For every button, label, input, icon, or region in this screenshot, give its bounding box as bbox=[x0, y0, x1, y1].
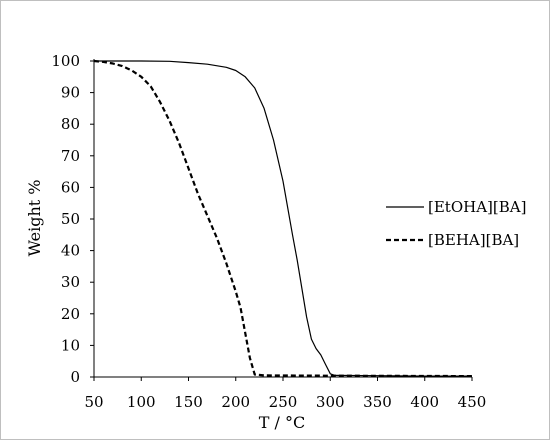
x-tick-label: 200 bbox=[221, 393, 250, 411]
y-tick-label: 30 bbox=[61, 273, 80, 291]
series-line-2 bbox=[93, 59, 473, 378]
x-tick-label: 250 bbox=[269, 393, 298, 411]
y-tick-label: 90 bbox=[61, 84, 80, 102]
legend-label-1: [EtOHA][BA] bbox=[428, 198, 526, 216]
y-axis-title: Weight % bbox=[25, 180, 44, 257]
y-tick-label: 20 bbox=[61, 305, 80, 323]
x-tick-label: 400 bbox=[410, 393, 439, 411]
y-tick-label: 100 bbox=[51, 52, 80, 70]
y-tick-label: 70 bbox=[61, 147, 80, 165]
legend-label-2: [BEHA][BA] bbox=[428, 231, 519, 249]
x-tick-label: 350 bbox=[363, 393, 392, 411]
x-tick-label: 150 bbox=[174, 393, 203, 411]
y-tick-label: 50 bbox=[61, 210, 80, 228]
x-tick-label: 100 bbox=[127, 393, 156, 411]
x-tick-label: 450 bbox=[458, 393, 487, 411]
y-tick-label: 10 bbox=[61, 336, 80, 354]
y-tick-label: 40 bbox=[61, 242, 80, 260]
x-tick-label: 50 bbox=[84, 393, 103, 411]
x-axis-ticks: 50 100 150 200 250 300 350 400 450 bbox=[84, 377, 486, 411]
x-tick-label: 300 bbox=[316, 393, 345, 411]
axes bbox=[93, 59, 472, 378]
y-tick-label: 0 bbox=[70, 368, 80, 386]
y-tick-label: 60 bbox=[61, 178, 80, 196]
legend: [EtOHA][BA] [BEHA][BA] bbox=[386, 198, 526, 249]
x-axis-title: T / °C bbox=[259, 413, 305, 432]
y-axis-ticks: 0 10 20 30 40 50 60 70 80 90 100 bbox=[51, 52, 94, 386]
series-layer bbox=[93, 59, 473, 378]
series-line-1 bbox=[94, 60, 472, 377]
y-tick-label: 80 bbox=[61, 115, 80, 133]
